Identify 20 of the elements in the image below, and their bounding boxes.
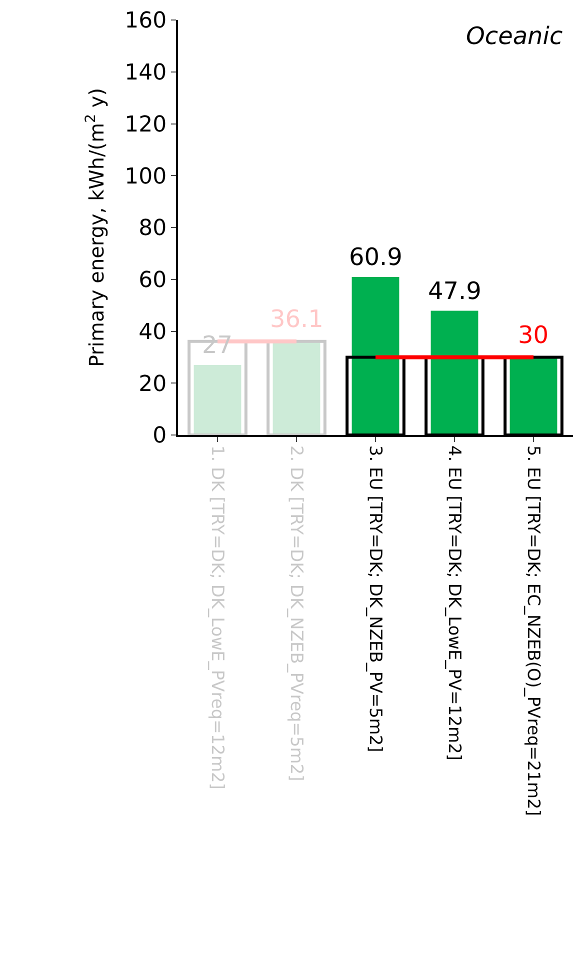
- data-label: 36.1: [270, 305, 324, 333]
- bar: [430, 310, 478, 435]
- y-tick-label: 160: [124, 8, 167, 34]
- data-label: 60.9: [349, 243, 402, 271]
- data-label: 47.9: [428, 277, 482, 305]
- y-tick-label: 20: [138, 372, 167, 397]
- y-tick-label: 0: [152, 424, 167, 449]
- y-tick-label: 80: [138, 216, 167, 242]
- y-tick-label: 120: [124, 112, 167, 138]
- bar: [352, 277, 400, 435]
- y-tick-label: 40: [138, 320, 167, 345]
- y-tick-label: 140: [124, 60, 167, 86]
- bar: [194, 364, 242, 435]
- x-tick-label: 4. EU [TRY=DK; DK_LowE_PV=12m2]: [444, 445, 464, 761]
- y-tick-label: 60: [138, 268, 167, 294]
- chart-title: Oceanic: [466, 22, 563, 50]
- y-tick-label: 100: [124, 164, 167, 190]
- x-tick-label: 5. EU [TRY=DK; EC_NZEB(O)_PVreq=21m2]: [522, 445, 543, 816]
- x-tick-label: 3. EU [TRY=DK; DK_NZEB_PV=5m2]: [364, 445, 385, 752]
- data-label: 30: [518, 321, 549, 349]
